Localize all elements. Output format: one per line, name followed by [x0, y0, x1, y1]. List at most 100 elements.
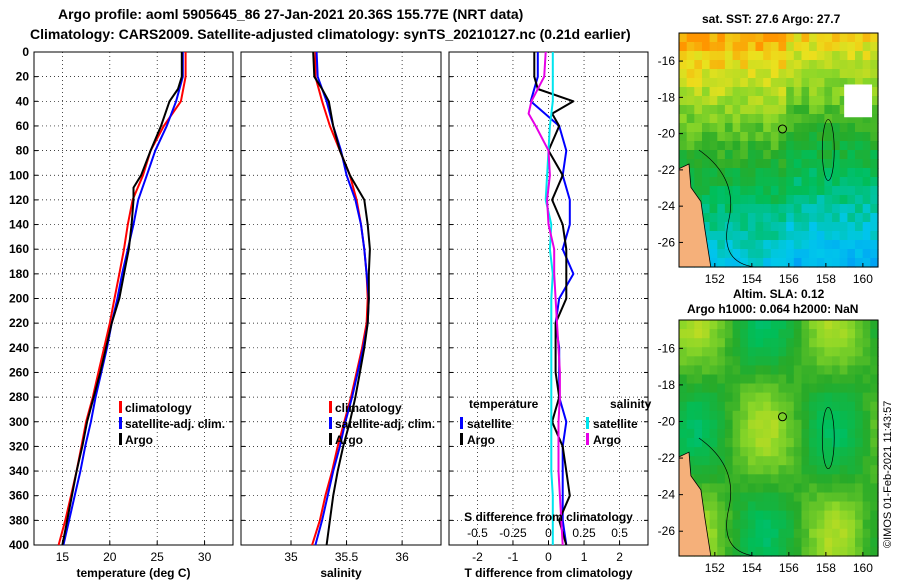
map-cell — [870, 447, 879, 457]
map-cell — [786, 510, 795, 521]
map-cell — [717, 258, 726, 268]
map-cell — [755, 510, 764, 521]
map-cell — [855, 42, 864, 52]
map-cell — [732, 438, 741, 448]
map-cell — [755, 240, 764, 250]
map-cell — [816, 392, 826, 403]
map-cell — [702, 168, 711, 178]
map-cell — [862, 222, 871, 232]
map-cell — [801, 42, 810, 52]
map-cell — [786, 537, 795, 548]
map-cell — [809, 141, 818, 151]
map-cell — [740, 33, 749, 43]
map-cell — [717, 249, 726, 259]
map-cell — [694, 33, 703, 43]
map-cell — [740, 347, 749, 357]
map-cell — [801, 410, 810, 421]
map-cell — [747, 410, 757, 421]
map-cell — [801, 249, 810, 259]
map-cell — [816, 249, 826, 259]
map-cell — [824, 141, 833, 151]
map-cell — [809, 383, 818, 394]
map-cell — [732, 383, 741, 394]
map-cell — [702, 105, 711, 115]
x-axis-label: temperature (deg C) — [76, 566, 190, 580]
map-cell — [801, 60, 810, 70]
map-cell — [740, 456, 749, 466]
map-cell — [801, 222, 810, 232]
map-cell — [717, 383, 726, 394]
map-cell — [709, 320, 718, 330]
diff-top-tick-label: 0.25 — [572, 526, 596, 540]
map-cell — [724, 510, 734, 521]
map-cell — [870, 96, 879, 106]
map-cell — [709, 123, 718, 133]
map-cell — [793, 374, 803, 385]
title-line-1: Argo profile: aoml 5905645_86 27-Jan-202… — [58, 6, 524, 22]
map-cell — [755, 447, 764, 457]
map-cell — [862, 78, 871, 88]
map-cell — [740, 329, 749, 339]
map-cell — [763, 419, 772, 430]
map-cell — [770, 329, 780, 339]
map-cell — [839, 222, 848, 232]
map-cell — [816, 519, 826, 530]
map-cell — [847, 42, 856, 52]
map-cell — [832, 401, 841, 412]
map-cell — [732, 177, 741, 187]
map-cell — [724, 383, 734, 394]
map-cell — [702, 150, 711, 160]
map-cell — [770, 42, 780, 52]
map-cell — [686, 159, 695, 169]
map-cell — [786, 492, 795, 503]
map-x-tick-label: 152 — [705, 272, 725, 286]
map-cell — [862, 483, 871, 494]
map-cell — [847, 492, 856, 503]
map-cell — [855, 60, 864, 70]
map-cell — [717, 159, 726, 169]
map-cell — [862, 347, 871, 357]
map-cell — [694, 123, 703, 133]
map-cell — [724, 150, 734, 160]
map-cell — [755, 392, 764, 403]
map-cell — [862, 501, 871, 512]
map-cell — [832, 42, 841, 52]
map-cell — [809, 222, 818, 232]
salinity-panel: 35 35.5 36 salinity — [240, 51, 442, 580]
map-cell — [793, 474, 803, 484]
map-cell — [717, 419, 726, 430]
map-cell — [755, 537, 764, 548]
map-cell — [870, 105, 879, 115]
map-cell — [770, 419, 780, 430]
map-cell — [724, 438, 734, 448]
map-cell — [763, 51, 772, 61]
map-cell — [717, 33, 726, 43]
map-x-tick-label: 156 — [779, 561, 799, 575]
map-cell — [832, 338, 841, 348]
map-cell — [847, 132, 856, 142]
map-cell — [763, 222, 772, 232]
map-cell — [801, 365, 810, 376]
map-cell — [740, 240, 749, 250]
map-cell — [862, 338, 871, 348]
map-cell — [832, 87, 841, 97]
map-cell — [832, 240, 841, 250]
map-cell — [732, 465, 741, 475]
map-cell — [809, 150, 818, 160]
map-cell — [763, 78, 772, 88]
map-cell — [755, 338, 764, 348]
y-tick-label: 320 — [9, 439, 29, 453]
map-cell — [694, 105, 703, 115]
map-cell — [679, 329, 688, 339]
map-cell — [839, 338, 848, 348]
map-cell — [855, 338, 864, 348]
map-cell — [801, 132, 810, 142]
map-cell — [717, 338, 726, 348]
map-cell — [709, 329, 718, 339]
map-cell — [816, 492, 826, 503]
map-cell — [870, 240, 879, 250]
map-cell — [740, 401, 749, 412]
map-cell — [801, 447, 810, 457]
map-cell — [702, 42, 711, 52]
map-cell — [801, 96, 810, 106]
